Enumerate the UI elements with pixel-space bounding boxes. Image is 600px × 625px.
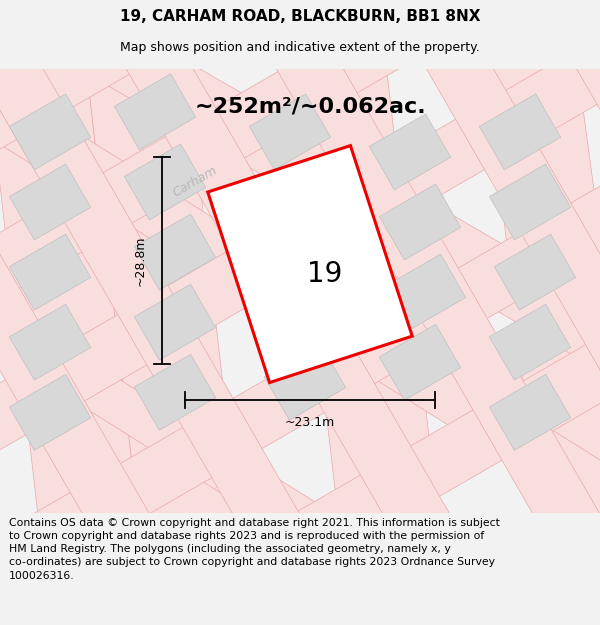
Text: 19: 19 — [307, 260, 343, 288]
Polygon shape — [10, 374, 91, 450]
Polygon shape — [269, 274, 350, 350]
Polygon shape — [490, 374, 571, 450]
Polygon shape — [37, 0, 600, 625]
Polygon shape — [370, 114, 451, 190]
Polygon shape — [0, 0, 600, 536]
Polygon shape — [379, 324, 461, 400]
Text: Map shows position and indicative extent of the property.: Map shows position and indicative extent… — [120, 41, 480, 54]
Polygon shape — [134, 354, 215, 430]
Polygon shape — [0, 0, 600, 382]
Text: 19, CARHAM ROAD, BLACKBURN, BB1 8NX: 19, CARHAM ROAD, BLACKBURN, BB1 8NX — [120, 9, 480, 24]
Polygon shape — [124, 144, 206, 220]
Polygon shape — [134, 214, 215, 290]
Polygon shape — [490, 304, 571, 380]
Polygon shape — [490, 164, 571, 240]
Text: ~28.8m: ~28.8m — [133, 236, 146, 286]
Polygon shape — [115, 74, 196, 150]
Polygon shape — [10, 164, 91, 240]
Polygon shape — [134, 284, 215, 360]
Polygon shape — [0, 0, 450, 625]
Polygon shape — [265, 344, 346, 420]
Polygon shape — [0, 0, 563, 625]
Polygon shape — [150, 0, 600, 625]
Polygon shape — [385, 254, 466, 330]
Text: Road: Road — [208, 188, 242, 216]
Polygon shape — [0, 292, 600, 625]
Polygon shape — [0, 72, 600, 532]
Polygon shape — [479, 94, 560, 170]
Polygon shape — [80, 12, 240, 532]
Polygon shape — [0, 0, 600, 423]
Polygon shape — [494, 234, 575, 310]
Text: ~252m²/~0.062ac.: ~252m²/~0.062ac. — [194, 97, 426, 117]
Polygon shape — [208, 146, 412, 382]
Polygon shape — [0, 98, 600, 625]
Text: Carham: Carham — [170, 164, 220, 200]
Text: Contains OS data © Crown copyright and database right 2021. This information is : Contains OS data © Crown copyright and d… — [9, 518, 500, 581]
Polygon shape — [10, 94, 91, 170]
Polygon shape — [263, 0, 600, 625]
Polygon shape — [265, 164, 346, 240]
Polygon shape — [379, 184, 461, 260]
Polygon shape — [0, 12, 140, 532]
Polygon shape — [250, 94, 331, 170]
Polygon shape — [280, 12, 440, 532]
Polygon shape — [10, 304, 91, 380]
Polygon shape — [0, 0, 587, 310]
Polygon shape — [10, 234, 91, 310]
Polygon shape — [0, 210, 600, 625]
Text: ~23.1m: ~23.1m — [285, 416, 335, 429]
Polygon shape — [480, 12, 600, 532]
